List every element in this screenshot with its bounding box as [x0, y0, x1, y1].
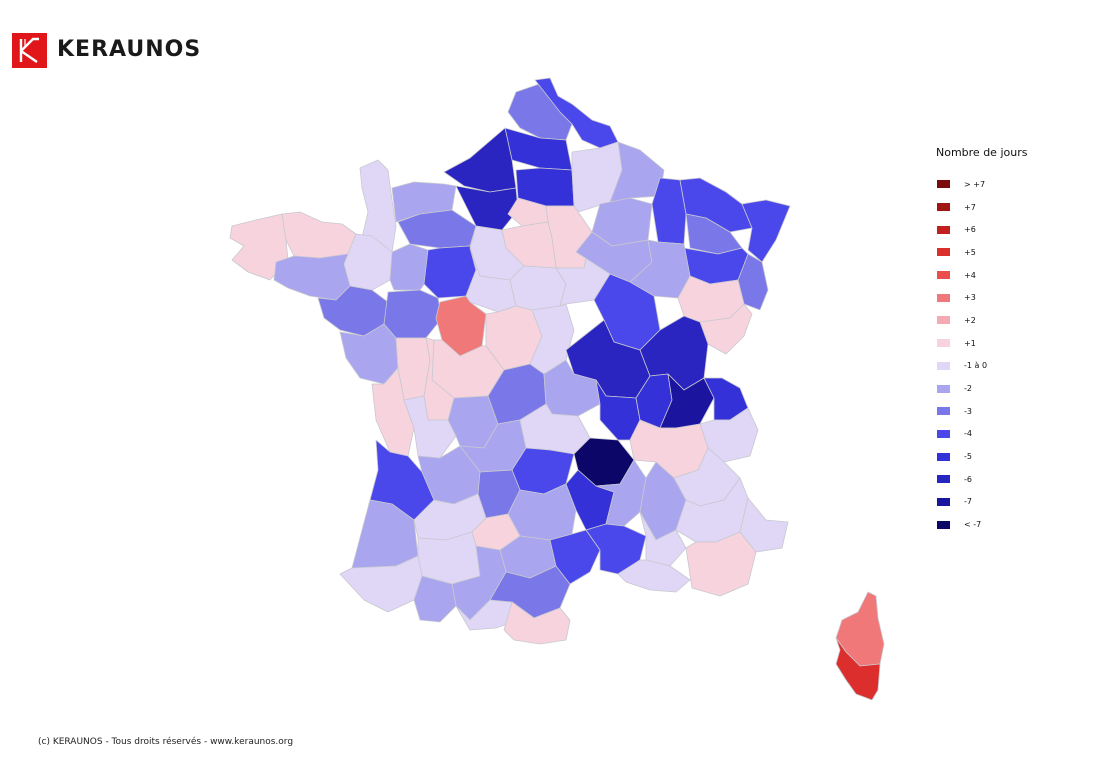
legend-label: > +7 [964, 179, 986, 189]
legend-item: +1 [936, 332, 1076, 355]
department-ardennes [609, 141, 665, 203]
legend-item: +5 [936, 241, 1076, 264]
legend-label: +6 [964, 225, 976, 235]
legend-swatch [937, 452, 950, 461]
legend-swatch [937, 225, 950, 234]
department-morbihan [273, 253, 351, 301]
department-pyrenees-orientales [503, 601, 571, 645]
legend-label: +4 [964, 270, 976, 280]
legend-label: -3 [964, 406, 972, 416]
department-vaucluse [639, 511, 687, 567]
department-bouches-du-rhone [617, 559, 691, 593]
brand-name: KERAUNOS [57, 37, 202, 62]
legend-item: -5 [936, 445, 1076, 468]
keraunos-logo: KERAUNOS [12, 32, 201, 68]
department-meuse [651, 177, 687, 245]
department-herault [549, 529, 601, 585]
department-var [685, 531, 757, 597]
legend-swatch [937, 339, 950, 348]
legend-label: +2 [964, 315, 976, 325]
legend-swatch [937, 520, 950, 529]
legend-item: +3 [936, 286, 1076, 309]
legend-swatch [937, 384, 950, 393]
legend-swatch [937, 293, 950, 302]
department-cotes-darmor [281, 211, 357, 259]
department-doubs [699, 303, 753, 355]
legend-swatch [937, 248, 950, 257]
legend-label: -5 [964, 452, 972, 462]
legend-label: -2 [964, 384, 972, 394]
legend-item: -2 [936, 377, 1076, 400]
legend-label: +3 [964, 293, 976, 303]
legend-item: < -7 [936, 513, 1076, 536]
legend-label: -6 [964, 474, 972, 484]
legend-items: > +7 +7 +6 +5 +4 +3 +2 +1 -1 à 0 -2 -3 -4 -5 -6 -7 < -7 [936, 173, 1076, 536]
legend-swatch [937, 497, 950, 506]
department-alpes-maritimes [739, 497, 789, 553]
legend-item: -1 à 0 [936, 355, 1076, 378]
legend-item: +4 [936, 264, 1076, 287]
department-vendee [339, 323, 399, 385]
copyright-footer: (c) KERAUNOS - Tous droits réservés - ww… [38, 737, 294, 747]
legend-swatch [937, 316, 950, 325]
map-departments [229, 77, 885, 701]
department-isere [629, 419, 709, 479]
legend-label: -4 [964, 429, 972, 439]
legend-label: -7 [964, 497, 972, 507]
legend-item: -6 [936, 468, 1076, 491]
legend-swatch [937, 429, 950, 438]
legend-item: +7 [936, 196, 1076, 219]
legend-label: -1 à 0 [964, 361, 988, 371]
department-finistere [229, 213, 289, 281]
legend-swatch [937, 407, 950, 416]
legend-item: -7 [936, 491, 1076, 514]
legend-item: -3 [936, 400, 1076, 423]
department-gers [417, 531, 481, 585]
legend-item: +2 [936, 309, 1076, 332]
legend-swatch [937, 475, 950, 484]
legend-item: +6 [936, 218, 1076, 241]
department-nord [534, 77, 619, 149]
legend-label: +1 [964, 338, 976, 348]
legend-label: < -7 [964, 520, 982, 530]
legend-swatch [937, 271, 950, 280]
department-maine-et-loire [383, 289, 443, 339]
legend-swatch [937, 180, 950, 189]
legend-label: +5 [964, 247, 976, 257]
legend-swatch [937, 361, 950, 370]
keraunos-logo-icon [12, 32, 47, 68]
legend-item: -4 [936, 423, 1076, 446]
map-legend: Nombre de jours > +7 +7 +6 +5 +4 +3 +2 +1 -1 à 0… [936, 146, 1076, 536]
legend-label: +7 [964, 202, 976, 212]
department-bas-rhin [741, 199, 791, 263]
legend-item: > +7 [936, 173, 1076, 196]
department-calvados [391, 181, 457, 223]
department-loiret [509, 265, 567, 311]
legend-title: Nombre de jours [936, 146, 1028, 159]
department-corse-du-sud [835, 637, 881, 701]
department-seine-maritime [443, 127, 517, 193]
legend-swatch [937, 203, 950, 212]
